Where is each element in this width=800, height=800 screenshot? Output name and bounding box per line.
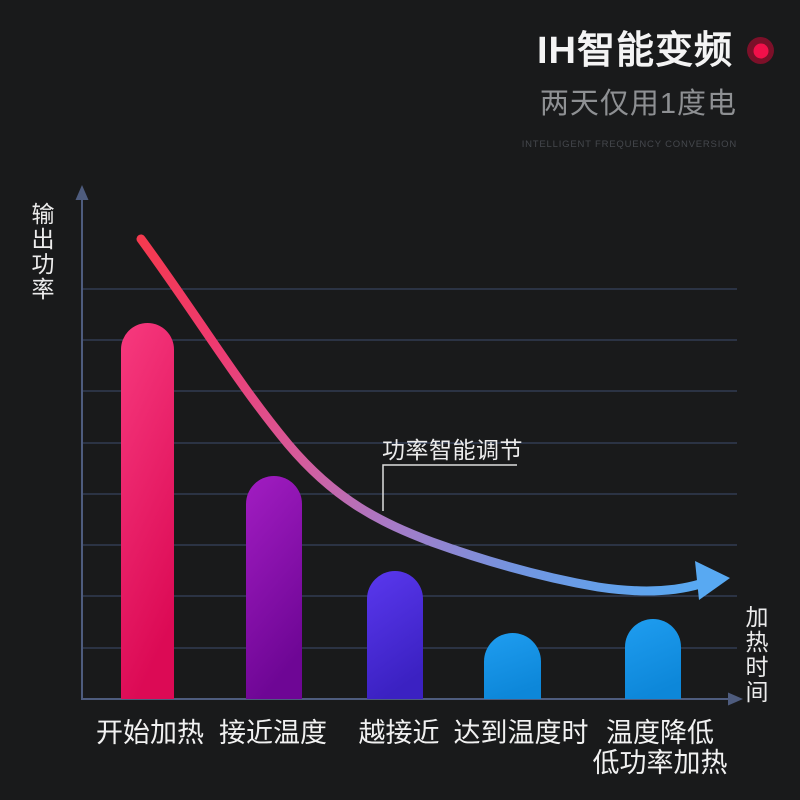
bar-2 [246, 476, 302, 699]
page-title: IH智能变频 [536, 30, 733, 72]
x-axis-title: 加 热 时 间 [745, 604, 769, 705]
x-axis-arrow-icon [728, 692, 743, 706]
category-label-1: 开始加热 [96, 718, 204, 748]
record-dot-icon [747, 37, 774, 64]
subtitle: 两天仅用1度电 [539, 88, 737, 120]
curve-arrow-icon [695, 561, 730, 600]
bar-4 [484, 633, 541, 699]
title-row: IH智能变频 [522, 30, 774, 72]
header: IH智能变频 两天仅用1度电 INTELLIGENT FREQUENCY CON… [522, 30, 774, 150]
category-label-2: 接近温度 [219, 718, 327, 748]
bar-1 [121, 323, 174, 699]
tagline-en: INTELLIGENT FREQUENCY CONVERSION [521, 139, 737, 150]
annotation-label: 功率智能调节 [382, 437, 523, 463]
bar-3 [367, 571, 423, 699]
power-curve [136, 234, 705, 596]
category-label-3: 越接近 [358, 718, 440, 748]
record-dot-core [753, 43, 768, 58]
bar-5 [625, 619, 681, 699]
y-axis-arrow-icon [75, 185, 89, 200]
category-label-4: 达到温度时 [453, 718, 589, 748]
annotation-connector [382, 464, 517, 511]
y-axis-title: 输 出 功 率 [31, 201, 55, 302]
category-label-5: 温度降低 低功率加热 [592, 718, 728, 778]
